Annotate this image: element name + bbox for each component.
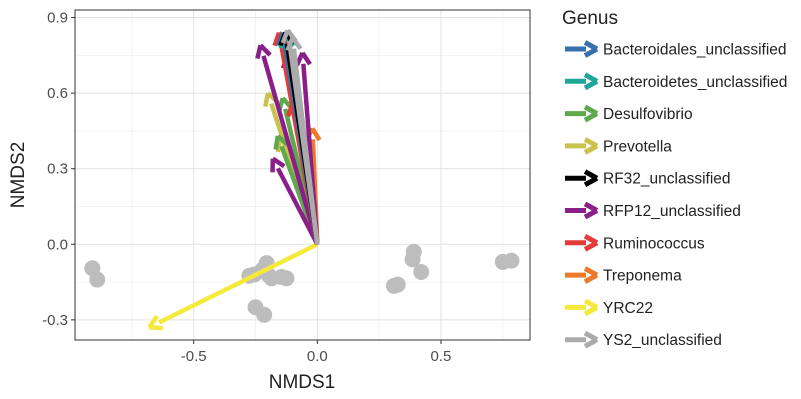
legend-label: Bacteroidetes_unclassified <box>603 74 787 91</box>
legend-label: Ruminococcus <box>603 235 705 252</box>
vector-head-side <box>585 139 597 146</box>
legend-item: Bacteroidales_unclassified <box>565 42 787 59</box>
legend-item: Prevotella <box>565 138 672 155</box>
legend-label: Bacteroidales_unclassified <box>603 42 787 59</box>
vector-head-side <box>585 236 597 243</box>
legend-key-arrow <box>565 269 597 282</box>
y-tick-label: -0.3 <box>42 312 68 329</box>
legend-key-arrow <box>565 172 597 185</box>
legend-label: Desulfovibrio <box>603 106 693 123</box>
legend-key-arrow <box>565 301 597 314</box>
sample-point <box>278 270 294 286</box>
x-axis-ticks: -0.5 0.0 0.5 <box>181 340 452 365</box>
legend-key-arrow <box>565 75 597 88</box>
x-tick-label: 0.5 <box>431 348 452 365</box>
legend-key-arrow <box>565 204 597 217</box>
legend-label: RFP12_unclassified <box>603 203 741 220</box>
vector-head-side <box>265 93 268 106</box>
x-tick-label: 0.0 <box>307 348 328 365</box>
legend-items: Bacteroidales_unclassified Bacteroidetes_… <box>565 42 787 350</box>
legend: Genus Bacteroidales_unclassifiedBacteroi… <box>562 8 787 349</box>
legend-key-arrow <box>565 107 597 120</box>
legend-item: Bacteroidetes_unclassified <box>565 74 787 91</box>
vector-head-side <box>585 42 597 49</box>
legend-item: Desulfovibrio <box>565 106 693 123</box>
legend-title: Genus <box>562 8 618 29</box>
sample-point <box>390 277 406 293</box>
vector-head-side <box>585 107 597 114</box>
y-axis-label: NMDS2 <box>8 142 29 209</box>
vector-head-side <box>276 136 278 150</box>
sample-point <box>503 253 519 269</box>
legend-key-arrow <box>565 333 597 346</box>
legend-item: RF32_unclassified <box>565 171 731 188</box>
vector-head-side <box>585 75 597 82</box>
legend-label: Treponema <box>603 268 682 285</box>
legend-item: Ruminococcus <box>565 235 705 252</box>
vector-head-side <box>257 45 260 58</box>
vector-head-side <box>149 327 163 328</box>
legend-label: YS2_unclassified <box>603 332 722 349</box>
y-tick-label: 0.0 <box>47 236 68 253</box>
vector-head-side <box>585 333 597 340</box>
legend-key-arrow <box>565 42 597 55</box>
x-tick-label: -0.5 <box>181 348 207 365</box>
x-axis-label: NMDS1 <box>269 372 336 393</box>
vector-head-side <box>585 204 597 211</box>
legend-item: YS2_unclassified <box>565 332 722 349</box>
vector-head-side <box>585 301 597 308</box>
y-tick-label: 0.6 <box>47 85 68 102</box>
y-tick-label: 0.3 <box>47 161 68 178</box>
sample-point <box>413 264 429 280</box>
sample-point <box>256 307 272 323</box>
legend-label: RF32_unclassified <box>603 171 731 188</box>
legend-key-arrow <box>565 236 597 249</box>
y-tick-label: 0.9 <box>47 10 68 27</box>
legend-key-arrow <box>565 139 597 152</box>
vector-head-side <box>585 172 597 179</box>
y-axis-ticks: -0.3 0.0 0.3 0.6 0.9 <box>42 10 75 329</box>
legend-label: YRC22 <box>603 300 653 317</box>
legend-item: YRC22 <box>565 300 653 317</box>
vector-head-side <box>585 269 597 276</box>
legend-item: Treponema <box>565 268 682 285</box>
legend-item: RFP12_unclassified <box>565 203 741 220</box>
sample-point <box>89 272 105 288</box>
legend-label: Prevotella <box>603 138 672 155</box>
